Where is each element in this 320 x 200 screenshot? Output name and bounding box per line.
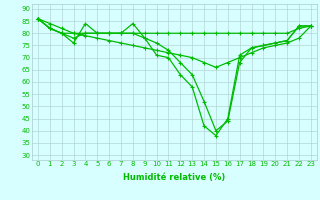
X-axis label: Humidité relative (%): Humidité relative (%) [123, 173, 226, 182]
